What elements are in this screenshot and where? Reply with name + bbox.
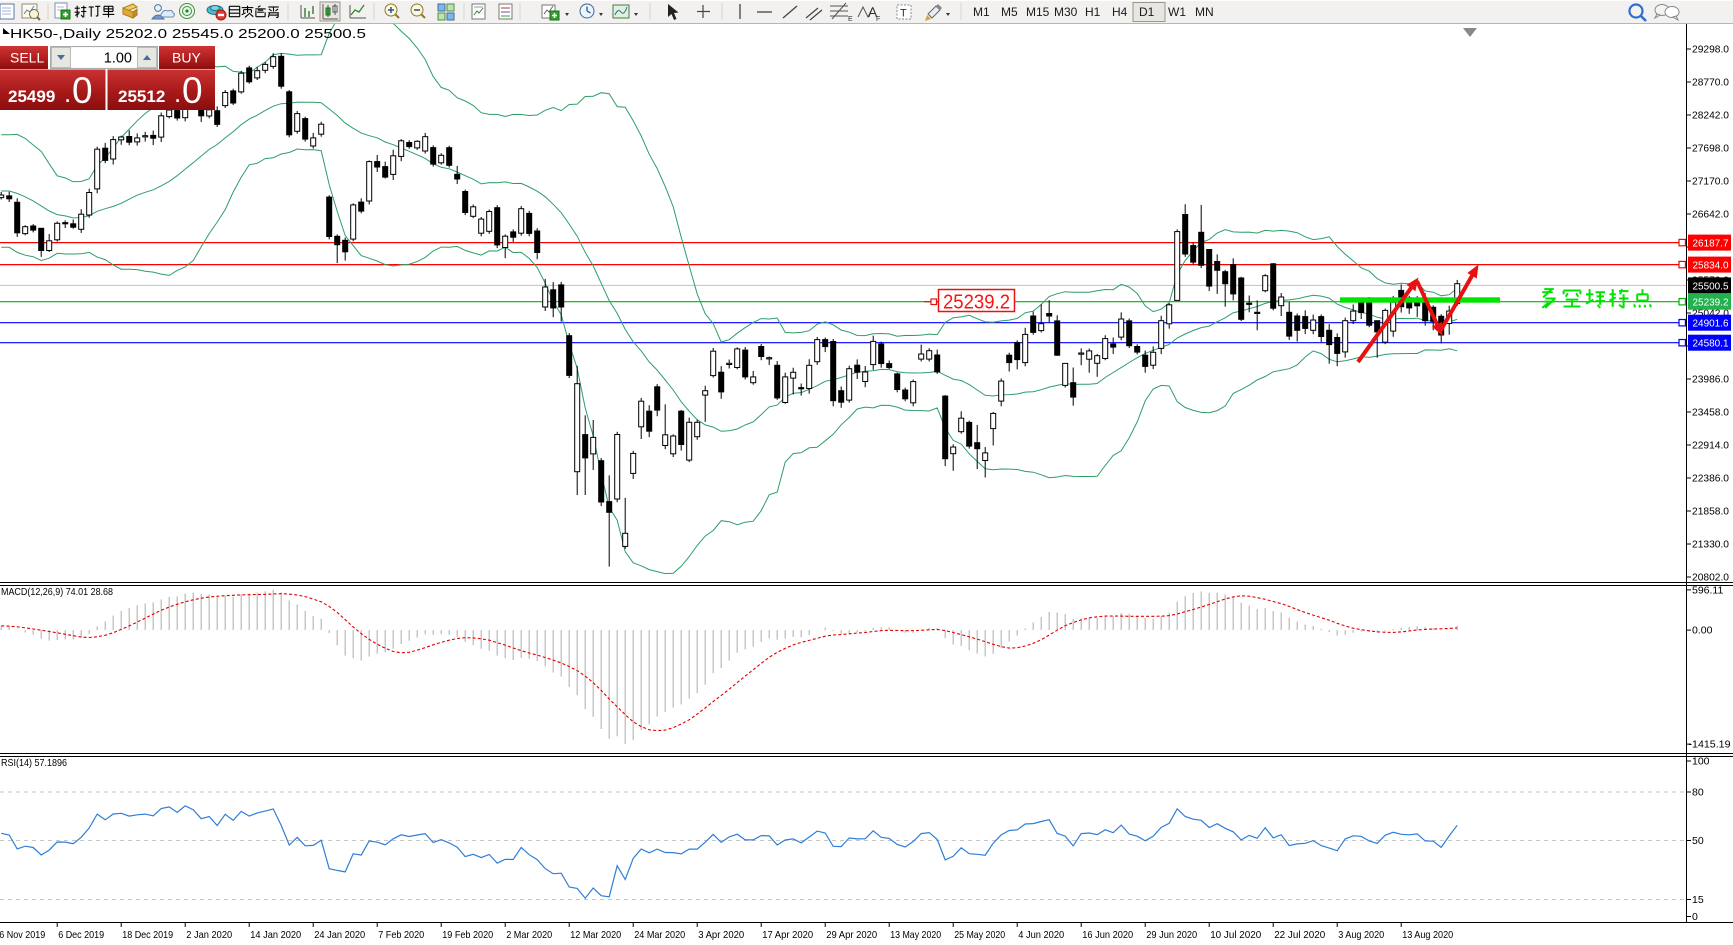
svg-text:HK50-,Daily 25202.0 25545.0 2: HK50-,Daily 25202.0 25545.0 25200.0 2550… [10, 27, 366, 41]
svg-text:H4: H4 [1112, 5, 1128, 19]
svg-text:4 Jun 2020: 4 Jun 2020 [1018, 929, 1064, 941]
svg-text:22914.0: 22914.0 [1692, 440, 1729, 452]
svg-text:2 Mar 2020: 2 Mar 2020 [506, 929, 552, 941]
svg-text:.: . [64, 78, 71, 108]
svg-text:25239.2: 25239.2 [1693, 297, 1729, 309]
svg-text:26 Nov 2019: 26 Nov 2019 [0, 929, 45, 941]
svg-text:18 Dec 2019: 18 Dec 2019 [122, 929, 173, 941]
svg-text:25499: 25499 [8, 87, 55, 106]
svg-text:0: 0 [1692, 911, 1698, 923]
svg-text:M15: M15 [1026, 5, 1050, 19]
svg-text:17 Apr 2020: 17 Apr 2020 [762, 929, 813, 941]
svg-text:-1415.19: -1415.19 [1689, 739, 1731, 751]
svg-text:W1: W1 [1168, 5, 1186, 19]
svg-text:15: 15 [1692, 894, 1704, 906]
svg-text:20802.0: 20802.0 [1692, 572, 1729, 584]
svg-text:23458.0: 23458.0 [1692, 407, 1729, 419]
svg-text:26642.0: 26642.0 [1692, 209, 1729, 221]
svg-text:24 Mar 2020: 24 Mar 2020 [634, 929, 685, 941]
svg-text:19 Feb 2020: 19 Feb 2020 [442, 929, 493, 941]
svg-text:0.00: 0.00 [1692, 625, 1713, 637]
svg-text:.: . [174, 78, 181, 108]
svg-text:22386.0: 22386.0 [1692, 473, 1729, 485]
svg-text:16 Jun 2020: 16 Jun 2020 [1082, 929, 1133, 941]
svg-text:596.11: 596.11 [1692, 584, 1723, 596]
svg-text:24 Jan 2020: 24 Jan 2020 [314, 929, 365, 941]
svg-text:13 May 2020: 13 May 2020 [890, 929, 941, 941]
svg-text:21330.0: 21330.0 [1692, 539, 1729, 551]
svg-text:29 Apr 2020: 29 Apr 2020 [826, 929, 877, 941]
svg-text:22 Jul 2020: 22 Jul 2020 [1274, 929, 1325, 941]
svg-text:6 Dec 2019: 6 Dec 2019 [58, 929, 104, 941]
svg-text:0: 0 [72, 70, 93, 111]
svg-text:SELL: SELL [10, 50, 44, 66]
svg-text:F: F [876, 16, 880, 23]
svg-text:E: E [848, 16, 853, 23]
svg-text:MACD(12,26,9) 74.01 28.68: MACD(12,26,9) 74.01 28.68 [1, 586, 113, 598]
svg-text:27698.0: 27698.0 [1692, 143, 1729, 155]
svg-text:25834.0: 25834.0 [1693, 260, 1729, 272]
svg-text:M5: M5 [1001, 5, 1018, 19]
svg-text:28770.0: 28770.0 [1692, 77, 1729, 89]
svg-text:M1: M1 [973, 5, 990, 19]
svg-text:H1: H1 [1085, 5, 1101, 19]
svg-text:23986.0: 23986.0 [1692, 374, 1729, 386]
svg-text:12 Mar 2020: 12 Mar 2020 [570, 929, 621, 941]
svg-text:RSI(14) 57.1896: RSI(14) 57.1896 [1, 757, 67, 769]
svg-text:BUY: BUY [172, 50, 201, 66]
svg-text:M30: M30 [1054, 5, 1078, 19]
svg-text:50: 50 [1692, 835, 1704, 847]
svg-text:29298.0: 29298.0 [1692, 44, 1729, 56]
svg-text:100: 100 [1692, 756, 1710, 768]
svg-text:14 Jan 2020: 14 Jan 2020 [250, 929, 301, 941]
svg-text:29 Jun 2020: 29 Jun 2020 [1146, 929, 1197, 941]
svg-text:27170.0: 27170.0 [1692, 176, 1729, 188]
svg-text:MN: MN [1195, 5, 1214, 19]
svg-text:28242.0: 28242.0 [1692, 110, 1729, 122]
svg-text:1.00: 1.00 [104, 51, 132, 67]
svg-text:A: A [868, 4, 878, 20]
svg-text:0: 0 [182, 70, 203, 111]
svg-text:7 Feb 2020: 7 Feb 2020 [378, 929, 424, 941]
svg-text:D1: D1 [1139, 5, 1155, 19]
svg-text:24901.6: 24901.6 [1693, 318, 1729, 330]
svg-text:25512: 25512 [118, 87, 165, 106]
svg-text:10 Jul 2020: 10 Jul 2020 [1210, 929, 1261, 941]
svg-text:24580.1: 24580.1 [1693, 338, 1729, 350]
svg-text:3 Apr 2020: 3 Apr 2020 [698, 929, 744, 941]
svg-text:25500.5: 25500.5 [1693, 280, 1729, 292]
svg-text:T: T [900, 8, 907, 20]
svg-text:25239.2: 25239.2 [943, 292, 1010, 314]
svg-text:80: 80 [1692, 787, 1704, 799]
svg-text:13 Aug 2020: 13 Aug 2020 [1402, 929, 1453, 941]
svg-text:3 Aug 2020: 3 Aug 2020 [1338, 929, 1384, 941]
svg-text:25 May 2020: 25 May 2020 [954, 929, 1005, 941]
svg-text:2 Jan 2020: 2 Jan 2020 [186, 929, 232, 941]
svg-text:21858.0: 21858.0 [1692, 506, 1729, 518]
svg-text:26187.7: 26187.7 [1693, 238, 1729, 250]
